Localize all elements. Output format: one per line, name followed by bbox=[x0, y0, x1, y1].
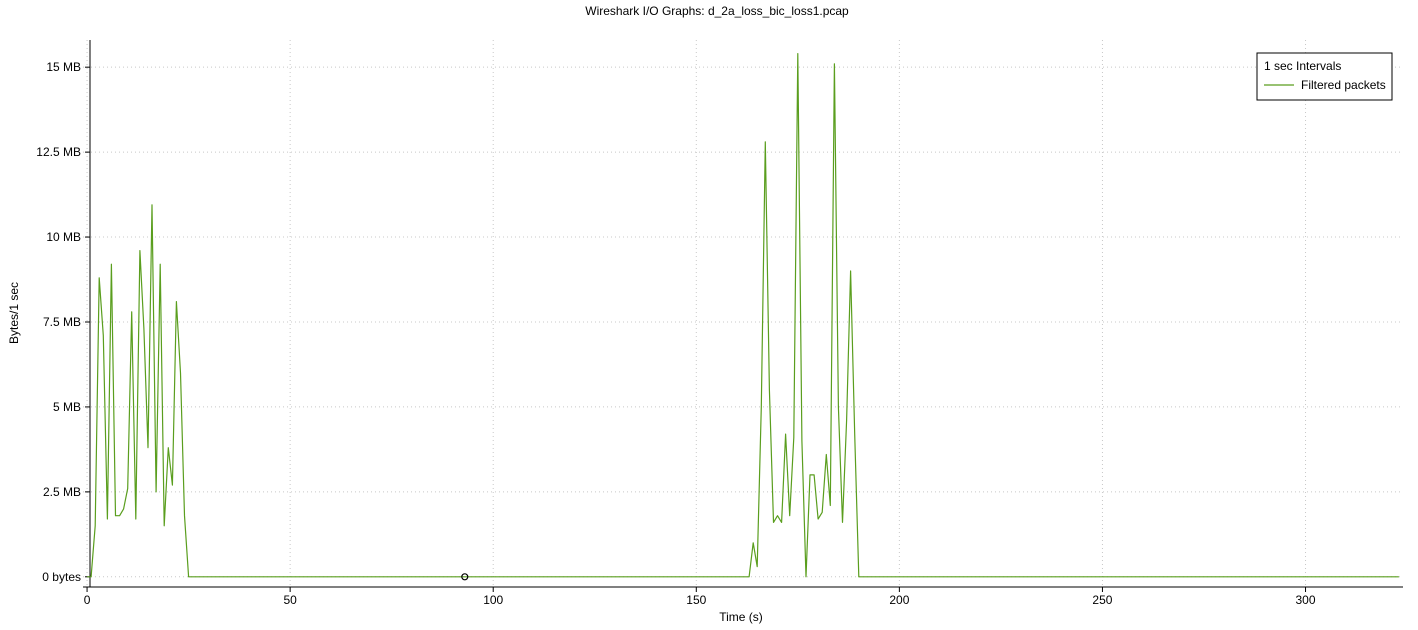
x-axis-label: Time (s) bbox=[719, 610, 763, 624]
y-tick-label: 5 MB bbox=[53, 400, 81, 414]
x-tick-label: 200 bbox=[889, 593, 909, 607]
legend-box bbox=[1256, 52, 1393, 101]
chart-title: Wireshark I/O Graphs: d_2a_loss_bic_loss… bbox=[585, 4, 849, 18]
legend-entry-filtered-packets: Filtered packets bbox=[1301, 78, 1386, 92]
annotation-layer bbox=[461, 573, 469, 581]
legend[interactable]: 1 sec Intervals Filtered packets bbox=[1256, 52, 1393, 101]
x-tick-label: 50 bbox=[283, 593, 297, 607]
y-axis-ticks: 0 bytes 2.5 MB 5 MB 7.5 MB 10 MB 12.5 MB 15 MB bbox=[36, 60, 90, 584]
y-axis-label: Bytes/1 sec bbox=[7, 282, 21, 344]
x-tick-label: 150 bbox=[686, 593, 706, 607]
y-tick-label: 0 bytes bbox=[42, 570, 81, 584]
y-tick-label: 10 MB bbox=[46, 230, 81, 244]
horizontal-gridlines bbox=[83, 66, 1403, 578]
y-tick-label: 2.5 MB bbox=[43, 485, 81, 499]
x-tick-label: 300 bbox=[1296, 593, 1316, 607]
series-line-filtered-packets bbox=[87, 52, 1399, 578]
y-tick-label: 12.5 MB bbox=[36, 145, 81, 159]
x-tick-label: 100 bbox=[483, 593, 503, 607]
x-axis-ticks: 0 50 100 150 200 250 300 bbox=[84, 587, 1316, 607]
legend-title: 1 sec Intervals bbox=[1264, 59, 1341, 73]
y-tick-label: 15 MB bbox=[46, 60, 81, 74]
x-tick-label: 250 bbox=[1092, 593, 1112, 607]
x-tick-label: 0 bbox=[84, 593, 91, 607]
vertical-gridlines bbox=[86, 40, 1307, 587]
crosshair-marker[interactable] bbox=[461, 573, 469, 581]
series-layer bbox=[87, 52, 1399, 578]
y-tick-label: 7.5 MB bbox=[43, 315, 81, 329]
